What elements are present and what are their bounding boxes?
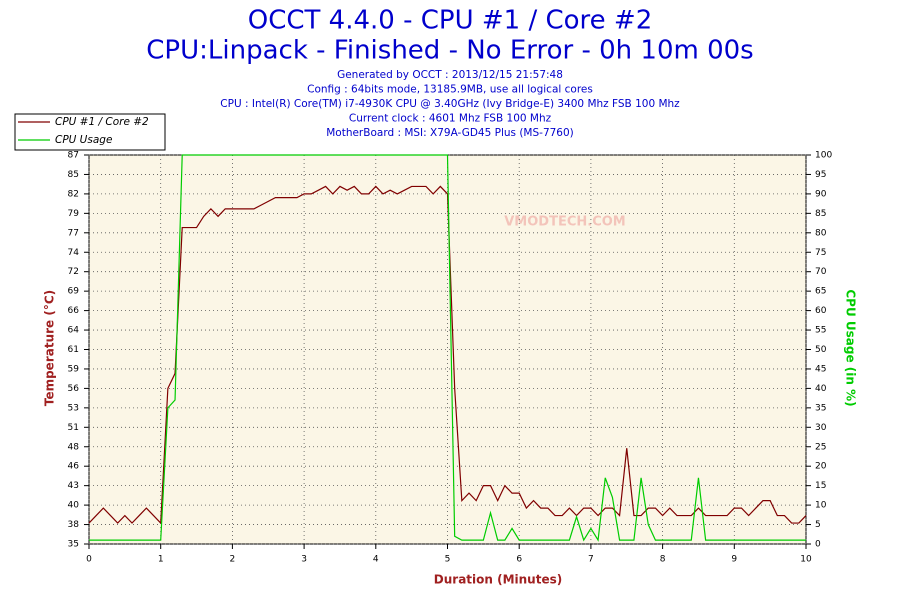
y2-tick-label: 45 (815, 364, 826, 374)
x-tick-label: 8 (660, 555, 666, 565)
info-line: Config : 64bits mode, 13185.9MB, use all… (307, 84, 593, 96)
y-tick-label: 46 (68, 462, 80, 472)
watermark: VMODTECH.COM (504, 215, 625, 230)
y-tick-label: 69 (68, 287, 80, 297)
plot-area (88, 154, 807, 545)
x-axis-label: Duration (Minutes) (434, 573, 562, 587)
y-tick-label: 51 (68, 423, 79, 433)
y-tick-label: 64 (68, 326, 80, 336)
y-tick-label: 35 (68, 540, 79, 550)
y-tick-label: 85 (68, 170, 79, 180)
y-tick-label: 40 (68, 501, 80, 511)
x-tick-label: 5 (445, 555, 451, 565)
y-tick-label: 53 (68, 403, 79, 413)
y-tick-label: 38 (68, 520, 80, 530)
series-line (89, 154, 806, 542)
legend-label: CPU Usage (55, 134, 112, 146)
x-tick-label: 1 (158, 555, 164, 565)
legend-label: CPU #1 / Core #2 (55, 116, 149, 128)
y2-tick-label: 100 (815, 151, 832, 161)
y-tick-label: 74 (68, 248, 80, 258)
y-tick-label: 79 (68, 209, 80, 219)
chart-title: OCCT 4.4.0 - CPU #1 / Core #2 (248, 6, 653, 36)
info-line: Current clock : 4601 Mhz FSB 100 Mhz (349, 113, 552, 125)
y2-tick-label: 10 (815, 501, 827, 511)
y2-axis-label: CPU Usage (in %) (844, 289, 858, 406)
x-tick-label: 4 (373, 555, 379, 565)
y-tick-label: 77 (68, 228, 79, 238)
x-tick-label: 9 (731, 555, 737, 565)
y2-tick-label: 80 (815, 228, 827, 238)
y-axis-label: Temperature (°C) (43, 290, 57, 406)
chart-subtitle: CPU:Linpack - Finished - No Error - 0h 1… (146, 36, 753, 66)
x-tick-label: 0 (86, 555, 92, 565)
info-line: CPU : Intel(R) Core(TM) i7-4930K CPU @ 3… (220, 98, 680, 110)
y-tick-label: 56 (68, 384, 80, 394)
series-line (88, 185, 807, 525)
y2-tick-label: 25 (815, 442, 826, 452)
y-tick-label: 43 (68, 481, 79, 491)
y2-tick-label: 0 (815, 540, 821, 550)
y2-tick-label: 40 (815, 384, 827, 394)
y-tick-label: 48 (68, 442, 80, 452)
y-tick-label: 61 (68, 345, 79, 355)
y2-tick-label: 20 (815, 462, 827, 472)
x-tick-label: 6 (516, 555, 522, 565)
info-line: MotherBoard : MSI: X79A-GD45 Plus (MS-77… (326, 127, 574, 139)
y2-tick-label: 30 (815, 423, 827, 433)
x-tick-label: 2 (230, 555, 236, 565)
info-line: Generated by OCCT : 2013/12/15 21:57:48 (337, 69, 563, 81)
y2-tick-label: 75 (815, 248, 826, 258)
y2-tick-label: 70 (815, 267, 827, 277)
y-tick-label: 82 (68, 189, 79, 199)
y2-tick-label: 60 (815, 306, 827, 316)
y-tick-label: 87 (68, 151, 79, 161)
y2-tick-label: 65 (815, 287, 826, 297)
y2-tick-label: 35 (815, 403, 826, 413)
y-tick-label: 72 (68, 267, 79, 277)
y2-tick-label: 5 (815, 520, 821, 530)
y2-tick-label: 95 (815, 170, 826, 180)
x-tick-label: 10 (800, 555, 812, 565)
y2-tick-label: 85 (815, 209, 826, 219)
y2-tick-label: 55 (815, 326, 826, 336)
y2-tick-label: 50 (815, 345, 827, 355)
y-tick-label: 66 (68, 306, 80, 316)
y-tick-label: 59 (68, 364, 80, 374)
x-tick-label: 7 (588, 555, 594, 565)
y2-tick-label: 15 (815, 481, 826, 491)
x-tick-label: 3 (301, 555, 307, 565)
y2-tick-label: 90 (815, 189, 827, 199)
legend (14, 113, 166, 151)
